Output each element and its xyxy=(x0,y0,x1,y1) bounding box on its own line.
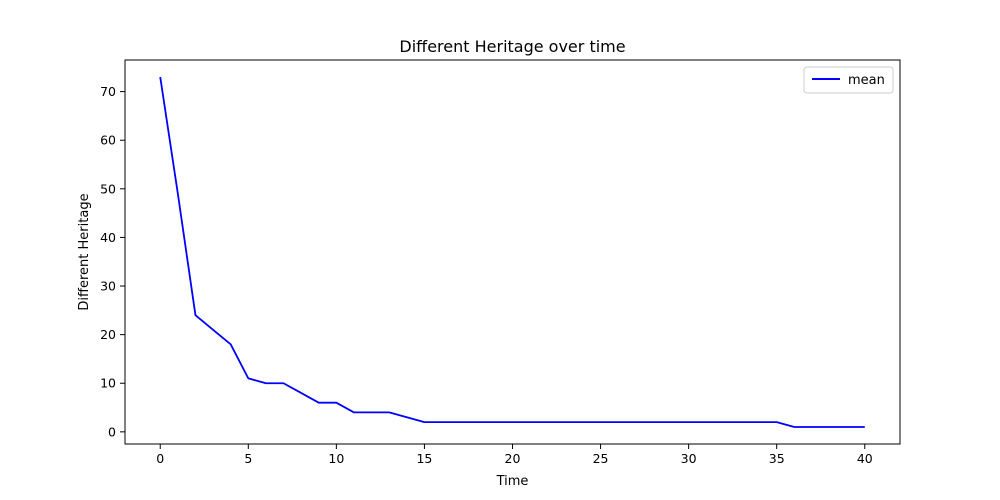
y-axis: 0 10 20 30 40 50 60 70 xyxy=(100,84,125,439)
series-layer xyxy=(159,76,865,428)
x-axis-label: Time xyxy=(496,474,529,489)
y-axis-label: Different Heritage xyxy=(77,193,92,310)
x-tick-label: 20 xyxy=(505,451,521,466)
legend: mean xyxy=(803,66,894,94)
x-tick-label: 15 xyxy=(416,451,432,466)
legend-label-mean: mean xyxy=(848,73,885,88)
y-tick-label: 30 xyxy=(100,279,116,294)
legend-box xyxy=(803,66,894,94)
x-tick-label: 35 xyxy=(769,451,785,466)
x-tick-label: 5 xyxy=(244,451,252,466)
y-tick-label: 60 xyxy=(100,133,116,148)
x-axis: 0 5 10 15 20 25 30 35 40 xyxy=(156,444,873,466)
y-tick-label: 40 xyxy=(100,230,116,245)
x-tick-label: 10 xyxy=(328,451,344,466)
y-tick-label: 10 xyxy=(100,376,116,391)
x-tick-label: 25 xyxy=(593,451,609,466)
chart-title: Different Heritage over time xyxy=(399,37,625,56)
series-line-mean xyxy=(159,76,865,428)
x-tick-label: 40 xyxy=(857,451,873,466)
x-tick-label: 0 xyxy=(156,451,164,466)
y-tick-label: 50 xyxy=(100,181,116,196)
y-tick-label: 0 xyxy=(108,424,116,439)
y-tick-label: 70 xyxy=(100,84,116,99)
x-tick-label: 30 xyxy=(681,451,697,466)
y-tick-label: 20 xyxy=(100,327,116,342)
